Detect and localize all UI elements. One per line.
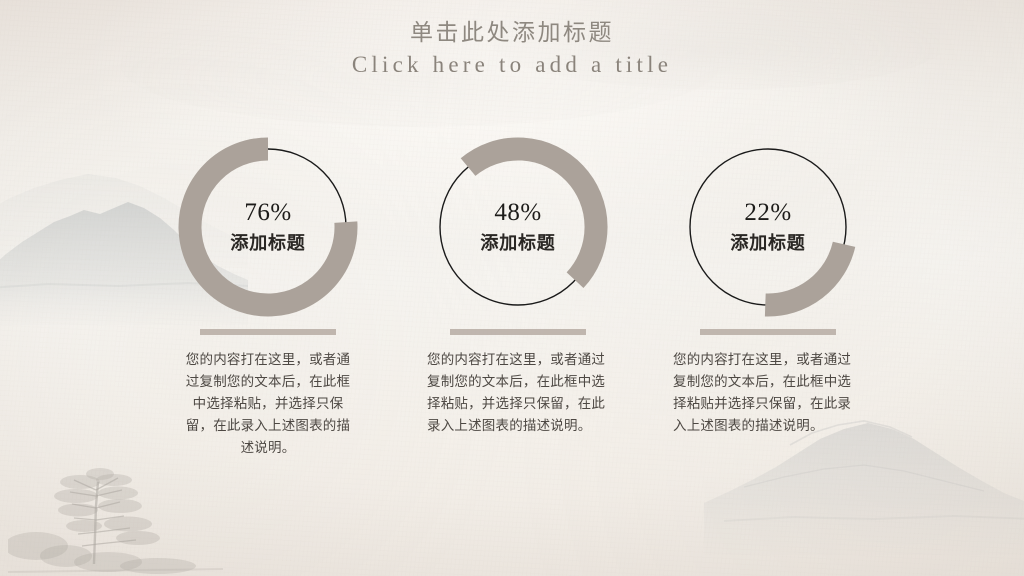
title-english: Click here to add a title <box>351 52 673 77</box>
column-divider-1 <box>200 329 336 335</box>
column-body-text-2: 您的内容打在这里，或者通过复制您的文本后，在此框中选择粘贴，并选择只保留，在此录… <box>427 352 606 433</box>
donut-chart-3[interactable]: 22% 添加标题 <box>678 137 858 317</box>
donut-chart-1[interactable]: 76% 添加标题 <box>178 137 358 317</box>
donut-column-3[interactable]: 22% 添加标题 您的内容打在这里，或者通过复制您的文本后，在此框中选择粘贴并选… <box>663 137 873 459</box>
donut-chart-2[interactable]: 48% 添加标题 <box>428 137 608 317</box>
column-divider-2 <box>450 329 586 335</box>
donut-columns: 76% 添加标题 您的内容打在这里，或者通过复制您的文本后，在此框中选择粘贴，并… <box>163 137 873 459</box>
donut-progress-arc-3 <box>764 241 856 317</box>
ink-wash-pine-tree <box>8 468 223 574</box>
column-body-text-1: 您的内容打在这里，或者通过复制您的文本后，在此框中选择粘贴，并选择只保留，在此录… <box>185 352 351 455</box>
title-chinese: 单击此处添加标题 <box>410 20 614 45</box>
donut-progress-arc-2 <box>460 137 608 289</box>
donut-column-1[interactable]: 76% 添加标题 您的内容打在这里，或者通过复制您的文本后，在此框中选择粘贴，并… <box>163 137 373 459</box>
column-divider-3 <box>700 329 836 335</box>
donut-chart-2-svg <box>439 137 608 306</box>
page-title: 单击此处添加标题 Click here to add a title <box>0 18 1024 80</box>
donut-chart-1-svg <box>178 137 358 317</box>
column-body-text-3: 您的内容打在这里，或者通过复制您的文本后，在此框中选择粘贴并选择只保留，在此录入… <box>673 352 852 433</box>
donut-column-2[interactable]: 48% 添加标题 您的内容打在这里，或者通过复制您的文本后，在此框中选择粘贴，并… <box>413 137 623 459</box>
donut-progress-arc-1 <box>178 137 358 317</box>
donut-chart-3-svg <box>689 148 856 317</box>
